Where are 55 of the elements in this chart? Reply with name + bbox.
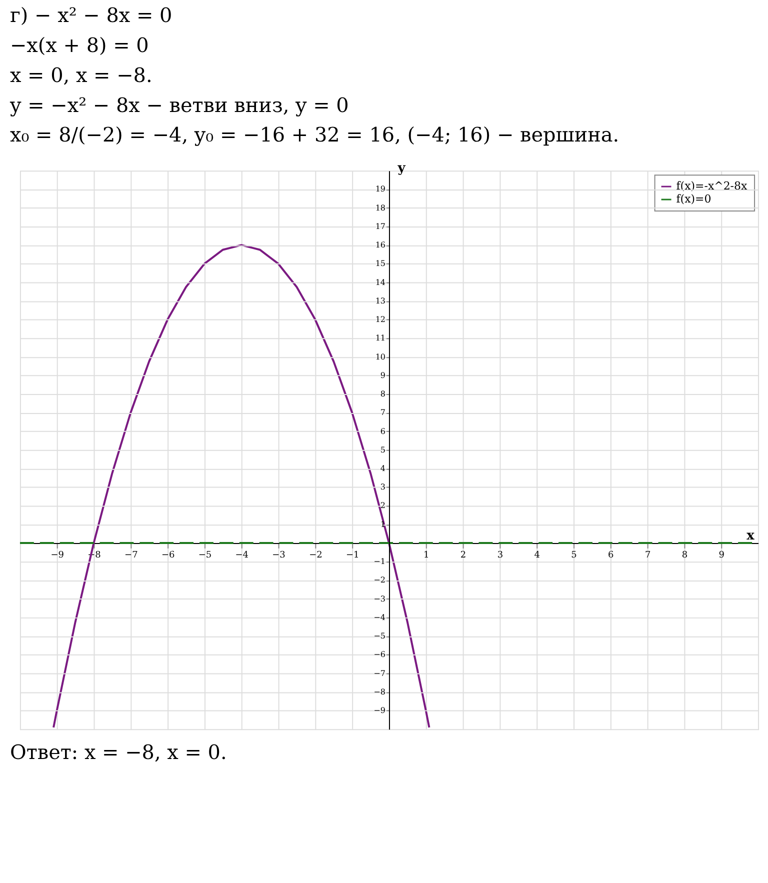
x-tick-label: 6 [608, 550, 614, 560]
y-tick-label: 13 [375, 296, 386, 306]
y-tick-label: 8 [380, 390, 386, 399]
y-tick-label: −7 [374, 668, 386, 678]
y-axis-title: y [396, 161, 406, 176]
x-tick-label: 3 [497, 550, 504, 560]
x-tick-label: 1 [424, 550, 430, 560]
x-tick-label: 9 [718, 550, 725, 560]
text: x₀ = 8/(−2) = −4, y₀ = −16 + 32 = 16, (−4; 16) − вершина. [10, 122, 620, 147]
y-tick-label: −3 [374, 594, 386, 604]
legend-label: f(x)=-x^2-8x [676, 180, 748, 193]
x-tick-label: −5 [198, 550, 212, 560]
y-tick-label: 9 [380, 370, 386, 380]
y-tick-label: −6 [374, 650, 386, 660]
y-tick-label: 4 [380, 464, 386, 473]
x-tick-label: −1 [346, 550, 360, 560]
y-tick-label: 10 [375, 352, 386, 362]
y-tick-label: 7 [380, 408, 386, 418]
y-tick-label: −4 [374, 612, 386, 622]
y-tick-label: 6 [380, 426, 386, 436]
y-tick-label: 19 [375, 184, 386, 194]
legend-label: f(x)=0 [676, 192, 712, 206]
y-tick-label: 16 [375, 240, 386, 250]
x-tick-label: −7 [124, 550, 138, 560]
y-tick-label: 2 [380, 501, 386, 510]
y-tick-label: 17 [375, 222, 386, 231]
y-tick-label: 12 [375, 315, 386, 324]
x-tick-label: 4 [534, 550, 540, 560]
y-tick-label: 3 [380, 482, 386, 492]
y-tick-label: 14 [375, 278, 386, 287]
x-tick-label: 8 [682, 550, 688, 560]
x-tick-label: 7 [644, 550, 651, 560]
x-tick-label: −9 [50, 550, 64, 560]
text: г) − x² − 8x = 0 [10, 2, 172, 27]
y-tick-label: 15 [375, 259, 386, 268]
y-tick-label: 11 [375, 334, 386, 343]
y-tick-label: −2 [374, 576, 386, 585]
text: y = −x² − 8x − ветви вниз, y = 0 [8, 92, 349, 117]
y-tick-label: −9 [374, 706, 386, 716]
y-tick-label: −5 [374, 632, 386, 641]
text: Ответ: x = −8, x = 0. [10, 740, 227, 764]
x-tick-label: 5 [571, 550, 578, 560]
y-tick-label: −8 [374, 687, 386, 696]
y-tick-label: 18 [375, 203, 386, 212]
text: x = 0, x = −8. [10, 62, 152, 87]
x-axis-title: x [746, 528, 755, 544]
y-tick-label: 5 [380, 445, 386, 454]
x-tick-label: 2 [460, 550, 466, 560]
y-tick-label: 1 [380, 520, 386, 529]
y-tick-label: −1 [374, 557, 386, 566]
text: −x(x + 8) = 0 [10, 32, 149, 57]
x-tick-label: −4 [235, 550, 249, 560]
x-tick-label: −6 [161, 550, 175, 560]
x-tick-label: −3 [272, 550, 286, 560]
x-tick-label: −2 [309, 550, 322, 560]
